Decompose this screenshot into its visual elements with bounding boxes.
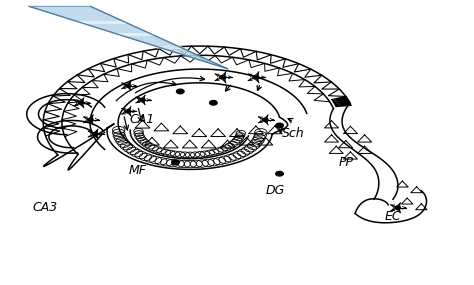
Circle shape [395,206,401,209]
Circle shape [172,160,179,165]
Text: Sch: Sch [283,127,305,141]
Circle shape [276,172,283,176]
Text: CA3: CA3 [33,201,58,214]
Circle shape [88,118,93,121]
Circle shape [176,89,184,94]
Circle shape [126,110,131,113]
Circle shape [78,101,84,104]
Circle shape [210,101,217,105]
Text: PP: PP [338,156,353,169]
Text: DG: DG [265,184,284,197]
Circle shape [263,118,268,121]
Circle shape [140,98,145,101]
Text: MF: MF [129,164,147,177]
Text: EC: EC [384,210,401,223]
Circle shape [276,123,283,128]
Circle shape [126,84,131,87]
Circle shape [220,76,226,79]
Polygon shape [29,6,228,69]
Circle shape [92,132,98,136]
Circle shape [253,76,259,79]
Text: CA1: CA1 [130,113,155,126]
